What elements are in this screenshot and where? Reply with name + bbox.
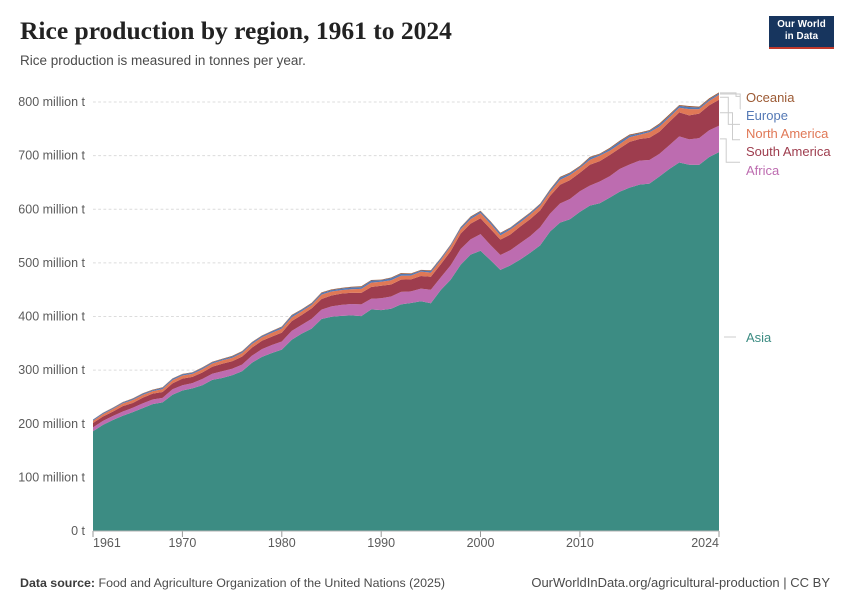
svg-text:1970: 1970: [168, 536, 196, 550]
svg-text:2000: 2000: [467, 536, 495, 550]
svg-text:100 million t: 100 million t: [18, 470, 85, 484]
svg-text:1961: 1961: [93, 536, 121, 550]
svg-text:2024: 2024: [691, 536, 719, 550]
svg-text:2010: 2010: [566, 536, 594, 550]
svg-text:Asia: Asia: [746, 330, 772, 345]
svg-text:200 million t: 200 million t: [18, 417, 85, 431]
svg-text:400 million t: 400 million t: [18, 310, 85, 324]
svg-text:800 million t: 800 million t: [18, 95, 85, 109]
svg-text:Oceania: Oceania: [746, 90, 795, 105]
svg-text:1980: 1980: [268, 536, 296, 550]
svg-text:500 million t: 500 million t: [18, 256, 85, 270]
svg-text:South America: South America: [746, 144, 831, 159]
svg-text:Africa: Africa: [746, 163, 780, 178]
svg-text:300 million t: 300 million t: [18, 363, 85, 377]
svg-text:1990: 1990: [367, 536, 395, 550]
svg-text:600 million t: 600 million t: [18, 202, 85, 216]
svg-text:Europe: Europe: [746, 108, 788, 123]
svg-text:700 million t: 700 million t: [18, 149, 85, 163]
svg-text:0 t: 0 t: [71, 524, 85, 538]
svg-text:North America: North America: [746, 126, 829, 141]
